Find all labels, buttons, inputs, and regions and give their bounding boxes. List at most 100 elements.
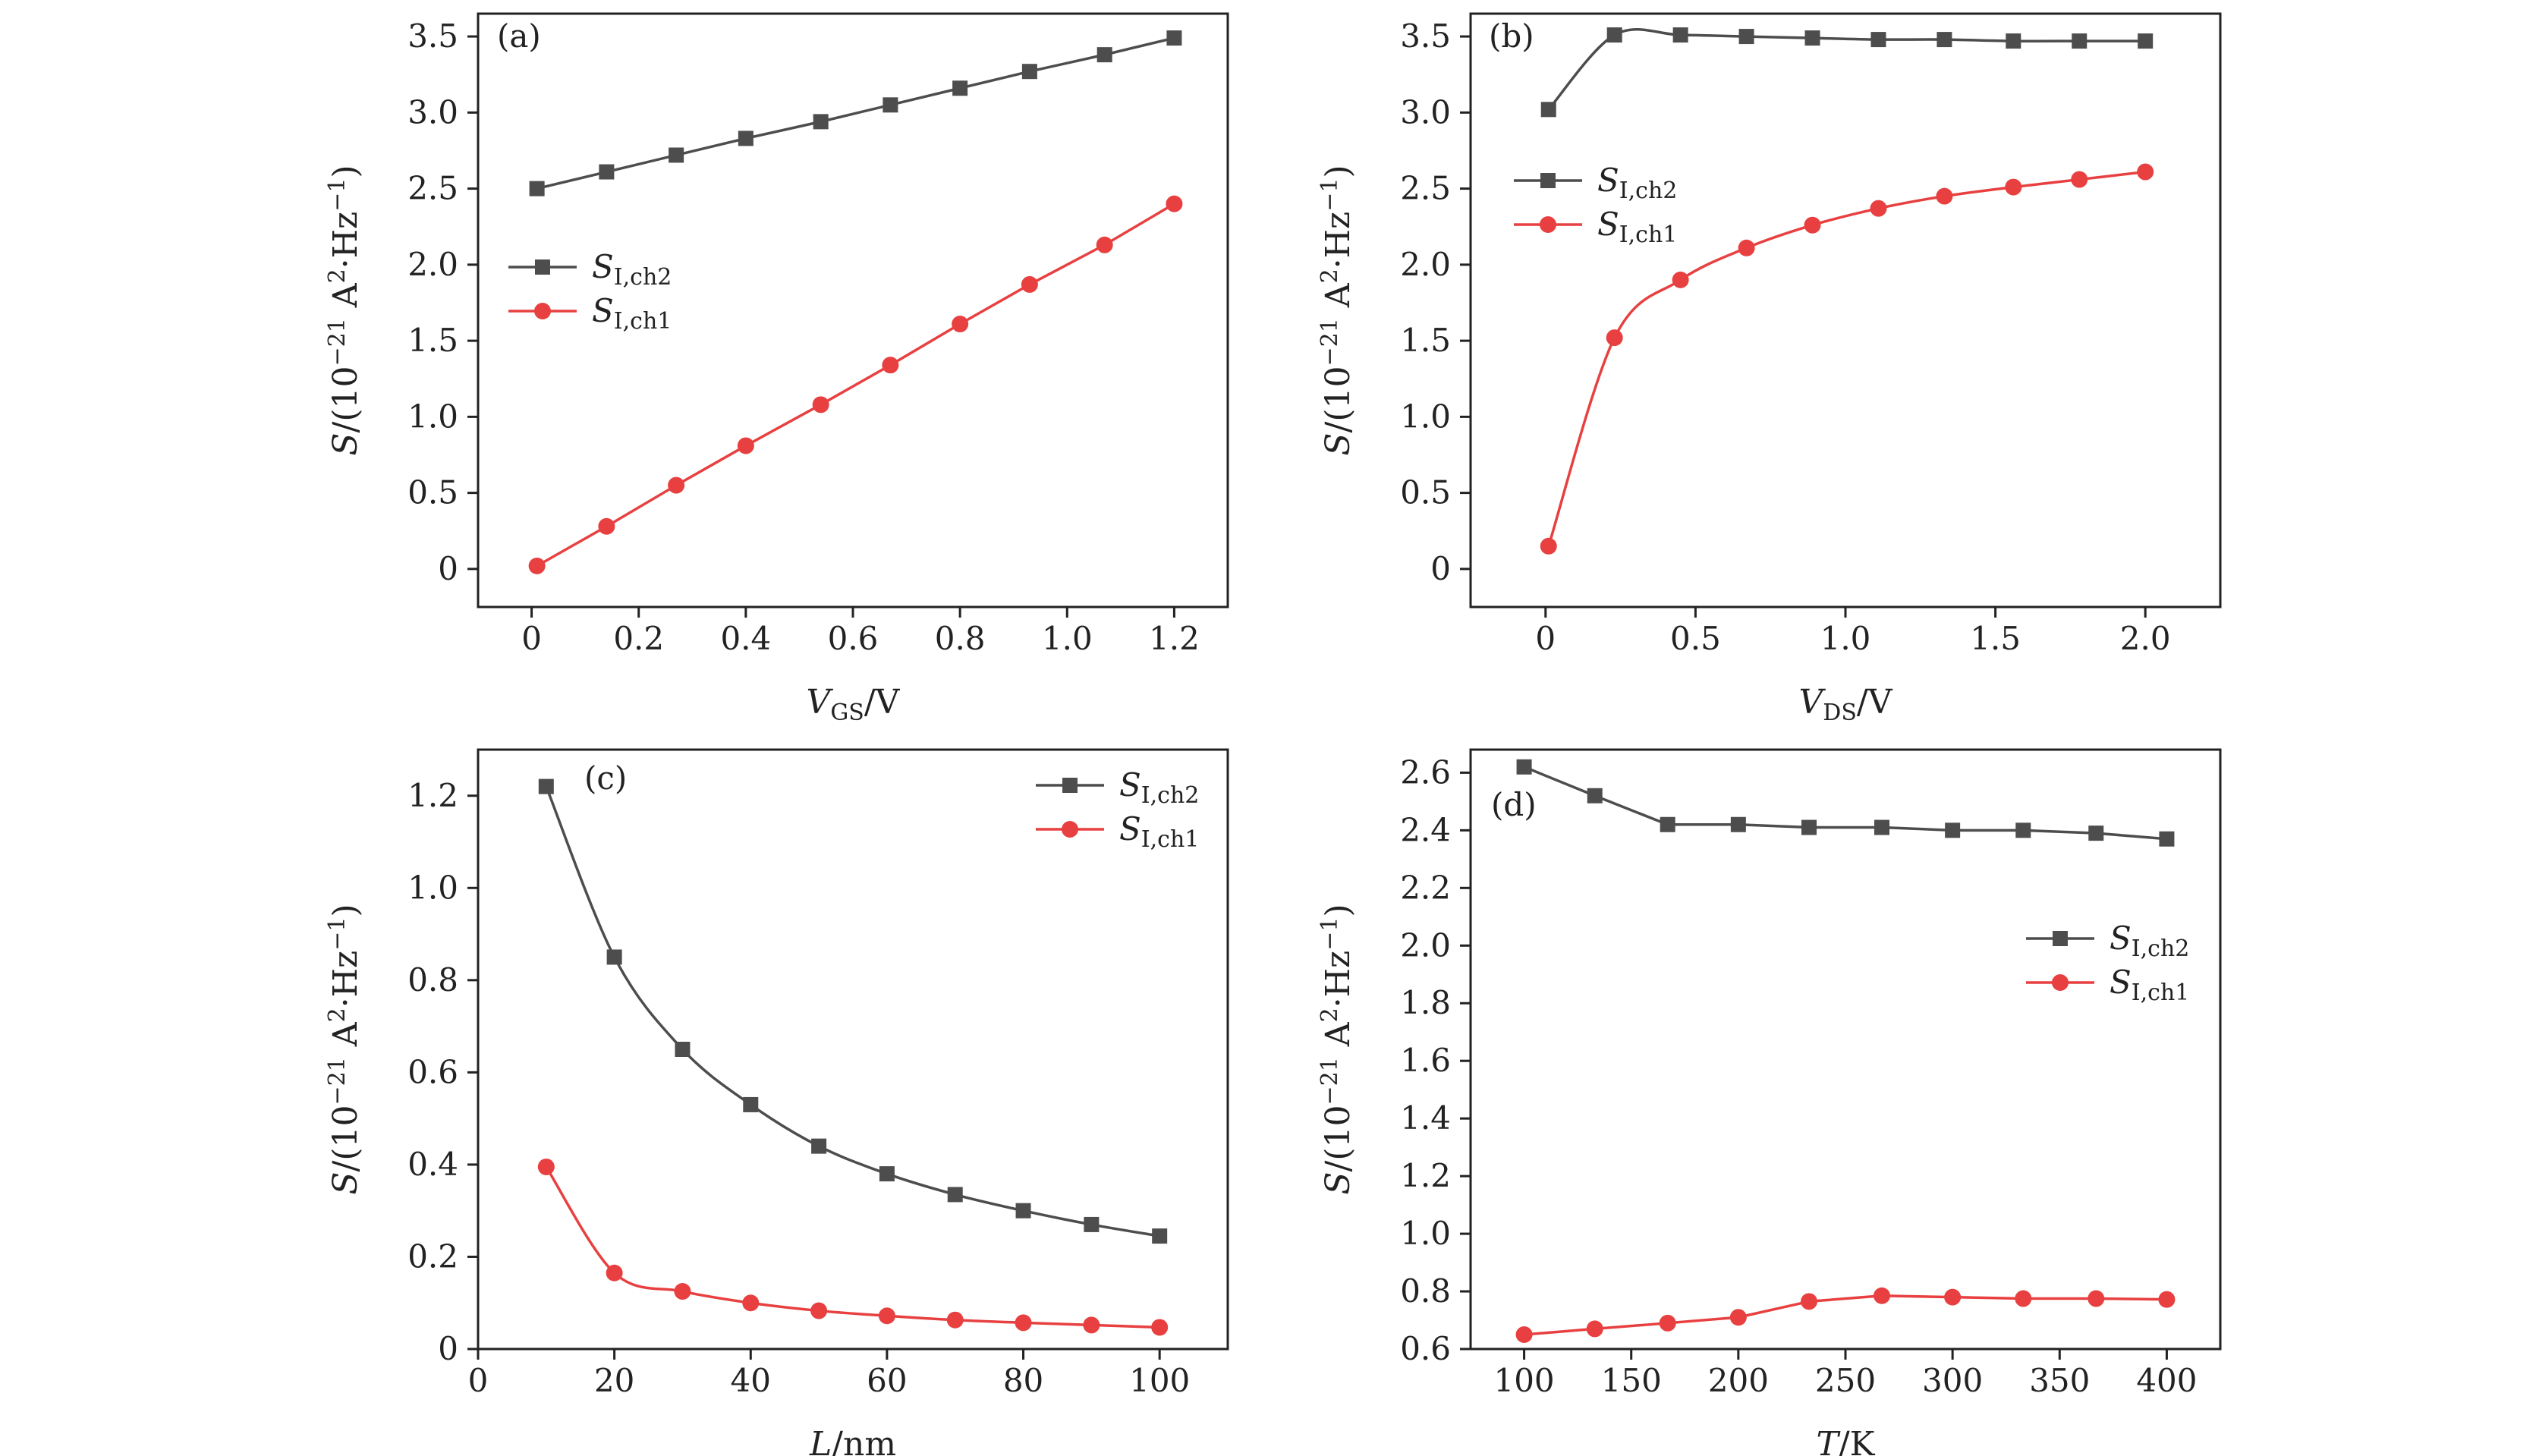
y-axis-title-d: ) [1319, 165, 1358, 178]
data-point [952, 316, 969, 333]
y-tick-label: 1.2 [407, 777, 458, 814]
y-tick-label: 3.5 [407, 17, 458, 55]
x-tick-label: 150 [1601, 1362, 1662, 1399]
data-point [1870, 200, 1887, 217]
y-axis-title: S/(10−21 A2·Hz−1) [324, 904, 365, 1194]
data-point [2159, 831, 2175, 847]
data-point [2015, 1290, 2032, 1307]
legend-label-main: S [592, 292, 614, 329]
x-axis-title-main: T [1816, 1425, 1841, 1456]
x-tick-label: 60 [867, 1362, 907, 1399]
data-point [2138, 33, 2154, 49]
data-point [2088, 825, 2104, 841]
legend-label-sub: I,ch2 [614, 264, 672, 291]
data-point [1738, 29, 1754, 45]
x-axis-title-tail: /V [864, 683, 901, 722]
legend-label-sub: I,ch2 [1141, 782, 1200, 809]
series-line [545, 1166, 1160, 1329]
legend-entry: SI,ch2 [1036, 766, 1199, 809]
y-axis-title-exp3: −1 [1317, 178, 1343, 212]
y-axis-title-exp3: −1 [324, 178, 351, 212]
y-axis-title-d: ) [326, 904, 365, 917]
data-point [538, 778, 554, 794]
x-tick-label: 0 [1535, 620, 1556, 657]
data-point [811, 1138, 827, 1154]
data-point [946, 1311, 964, 1329]
y-tick-label: 0.8 [1400, 1272, 1451, 1310]
y-tick-label: 0.5 [407, 474, 458, 511]
series-i-ch2 [1516, 759, 2175, 847]
data-point [1659, 1314, 1676, 1332]
data-point [1166, 195, 1183, 212]
data-point [743, 1096, 759, 1112]
x-axis-title-sub: DS [1823, 700, 1857, 726]
data-point [668, 476, 685, 494]
series-line [536, 36, 1175, 190]
data-point [1516, 759, 1532, 775]
data-point [812, 396, 829, 414]
legend-marker [1540, 173, 1556, 188]
y-tick-label: 2.4 [1400, 811, 1451, 848]
x-tick-label: 400 [2136, 1362, 2197, 1399]
series-i-ch1 [528, 195, 1183, 574]
data-point [1672, 271, 1689, 288]
data-point [879, 1166, 895, 1182]
legend-marker [1062, 778, 1078, 793]
data-point [1021, 275, 1038, 293]
plot-frame [477, 748, 1229, 1351]
y-axis-title-s: S [326, 1171, 365, 1194]
y-tick-label: 2.0 [407, 246, 458, 283]
data-point [2005, 178, 2022, 196]
y-axis-title-a: /(10 [326, 1105, 365, 1171]
y-axis-title-exp2: 2 [324, 269, 351, 283]
data-point [1015, 1314, 1032, 1332]
y-axis-title-exp1: −21 [1317, 1057, 1343, 1105]
x-tick-label: 0.2 [613, 620, 664, 657]
data-point [1660, 816, 1675, 832]
y-tick-label: 0 [438, 550, 458, 587]
data-point [1083, 1316, 1100, 1334]
data-point [742, 1294, 760, 1312]
legend-label: SI,ch2 [1119, 766, 1199, 809]
y-axis-title-b: A [326, 282, 365, 318]
legend-marker [2053, 931, 2068, 946]
y-axis-title-a: /(10 [326, 366, 365, 432]
data-point [1586, 1320, 1603, 1338]
y-tick-label: 1.8 [1400, 984, 1451, 1021]
x-tick-label: 100 [1493, 1362, 1554, 1399]
y-tick-label: 0.2 [407, 1237, 458, 1275]
series-i-ch2 [538, 778, 1168, 1244]
data-point [2006, 33, 2021, 49]
x-tick-label: 0 [521, 620, 542, 657]
data-point [952, 80, 968, 96]
y-tick-label: 2.5 [407, 170, 458, 207]
legend-label-sub: I,ch1 [1619, 222, 1678, 248]
y-axis-title-exp2: 2 [1317, 269, 1343, 283]
data-point [1944, 1288, 1962, 1306]
data-point [1729, 1309, 1747, 1326]
legend-label-main: S [592, 248, 614, 285]
legend-label-main: S [1597, 162, 1619, 199]
data-point [1804, 216, 1821, 234]
plot-frame [1469, 748, 2222, 1351]
legend-label-main: S [2110, 920, 2132, 957]
data-point [2072, 33, 2088, 49]
y-axis-title-b: A [1319, 282, 1358, 318]
x-tick-label: 0.6 [828, 620, 879, 657]
data-point [1936, 32, 1952, 48]
y-tick-label: 0.4 [407, 1146, 458, 1183]
data-point [2088, 1290, 2105, 1307]
legend-label: SI,ch2 [1597, 162, 1677, 204]
data-point [606, 1264, 623, 1281]
y-axis-title-exp2: 2 [324, 1008, 351, 1022]
legend-entry: SI,ch2 [508, 248, 672, 291]
x-axis-title-tail: /V [1857, 683, 1893, 722]
data-point [1804, 30, 1820, 46]
data-point [878, 1307, 895, 1325]
legend-label: SI,ch1 [1119, 810, 1199, 853]
legend-label: SI,ch1 [1597, 206, 1677, 248]
y-axis-title: S/(10−21 A2·Hz−1) [1317, 904, 1358, 1194]
y-axis-title-c: ·Hz [1319, 212, 1358, 269]
data-point [599, 164, 615, 180]
x-tick-label: 100 [1129, 1362, 1190, 1399]
